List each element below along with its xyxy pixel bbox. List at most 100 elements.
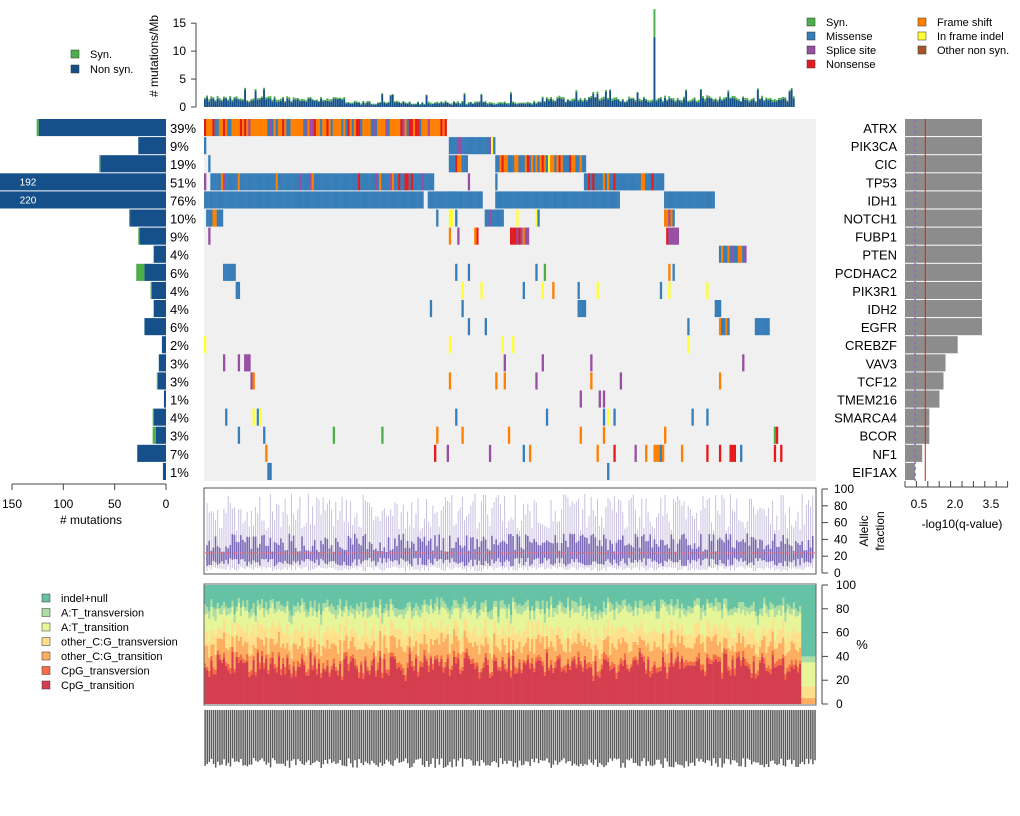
oncoplot-cell <box>402 173 405 191</box>
spectrum-segment <box>406 668 410 704</box>
oncoplot-cell <box>446 444 449 462</box>
spectrum-segment <box>769 668 772 674</box>
spectrum-segment <box>377 669 380 704</box>
spectrum-segment <box>581 667 585 672</box>
spectrum-segment <box>256 585 260 601</box>
tmb-bar-nonsyn <box>564 102 567 107</box>
spectrum-segment <box>263 585 266 609</box>
spectrum-segment <box>415 631 418 641</box>
tmb-bar-nonsyn <box>225 98 228 107</box>
spectrum-segment <box>408 601 412 607</box>
spectrum-segment <box>412 670 416 704</box>
spectrum-segment <box>404 680 407 704</box>
gene-percent-label: 2% <box>170 338 189 353</box>
qvalue-bar <box>905 408 930 426</box>
spectrum-segment <box>303 661 306 665</box>
spectrum-segment <box>735 612 739 628</box>
sample-label-mark <box>480 710 483 760</box>
spectrum-segment <box>630 650 633 665</box>
spectrum-segment <box>765 670 768 704</box>
sample-label-mark <box>605 710 607 766</box>
spectrum-segment <box>412 585 416 608</box>
spectrum-segment <box>288 635 291 651</box>
spectrum-segment <box>429 657 433 704</box>
spectrum-segment <box>788 605 791 614</box>
spectrum-segment <box>543 635 547 649</box>
spectrum-segment <box>507 620 511 638</box>
oncoplot-cell <box>554 155 557 173</box>
tmb-bar-syn <box>649 100 652 103</box>
af-box <box>632 547 635 563</box>
spectrum-segment <box>680 585 684 604</box>
spectrum-segment <box>503 585 507 605</box>
oncoplot-cell <box>336 119 340 137</box>
spectrum-segment <box>472 605 475 611</box>
spectrum-segment <box>718 602 722 611</box>
spectrum-segment <box>250 631 253 655</box>
tmb-bar-syn <box>613 97 616 100</box>
oncoplot-cell <box>609 173 612 191</box>
oncoplot-cell <box>254 119 257 137</box>
oncoplot-cell <box>404 191 407 209</box>
spectrum-segment <box>583 655 587 660</box>
spectrum-segment <box>231 651 234 704</box>
af-box <box>621 535 624 559</box>
tmb-bar-syn <box>623 101 626 103</box>
spectrum-segment <box>510 670 513 678</box>
tmb-bar-nonsyn <box>729 98 732 107</box>
spectrum-segment <box>778 658 781 665</box>
oncoplot-cell <box>387 191 390 209</box>
legend-label: A:T_transition <box>61 622 129 634</box>
oncoplot-cell <box>676 227 680 245</box>
af-box <box>320 540 322 559</box>
tmb-bar-syn <box>455 102 458 104</box>
oncoplot-cell <box>453 137 456 155</box>
spectrum-segment <box>248 636 251 657</box>
qvalue-tick-label: 3.5 <box>983 497 1000 511</box>
gene-percent-label: 4% <box>170 411 189 426</box>
oncoplot-cell <box>398 173 401 191</box>
sample-label-mark <box>466 710 468 760</box>
af-box <box>505 544 508 560</box>
spectrum-segment <box>609 665 612 671</box>
oncoplot-cell <box>288 119 291 137</box>
oncoplot-cell <box>408 191 412 209</box>
af-box <box>457 537 459 564</box>
spectrum-segment <box>389 619 393 636</box>
spectrum-segment <box>695 598 699 605</box>
spectrum-segment <box>303 602 306 612</box>
spectrum-segment <box>596 620 599 635</box>
tmb-bar-nonsyn <box>712 101 715 107</box>
spectrum-segment <box>225 662 228 666</box>
spectrum-segment <box>780 665 783 704</box>
oncoplot-cell <box>396 173 399 191</box>
spectrum-segment <box>229 633 232 647</box>
spectrum-segment <box>754 654 758 674</box>
oncoplot-cell <box>436 119 439 137</box>
sample-label-mark <box>210 710 213 759</box>
tmb-bar-syn <box>362 100 365 103</box>
spectrum-segment <box>718 610 722 625</box>
spectrum-segment <box>227 670 230 704</box>
oncoplot-cell <box>522 444 525 462</box>
tmb-bar-syn <box>311 99 314 101</box>
legend-label: indel+null <box>61 593 108 605</box>
spectrum-segment <box>596 649 599 672</box>
oncoplot-cell <box>254 173 257 191</box>
oncoplot-cell <box>427 119 431 137</box>
spectrum-segment <box>393 616 397 629</box>
oncoplot-cell <box>575 191 578 209</box>
sample-label-mark <box>725 710 728 759</box>
gene-count-bar-nonsyn <box>153 245 166 263</box>
spectrum-segment <box>455 622 458 636</box>
spectrum-segment <box>250 616 253 632</box>
af-box <box>727 539 730 560</box>
oncoplot-cell <box>537 155 540 173</box>
tmb-bar-syn <box>630 97 633 100</box>
oncoplot-cell <box>754 318 758 336</box>
spectrum-segment <box>507 608 511 621</box>
oncoplot-cell <box>773 444 777 462</box>
oncoplot-cell <box>450 191 454 209</box>
oncoplot-cell <box>248 173 251 191</box>
